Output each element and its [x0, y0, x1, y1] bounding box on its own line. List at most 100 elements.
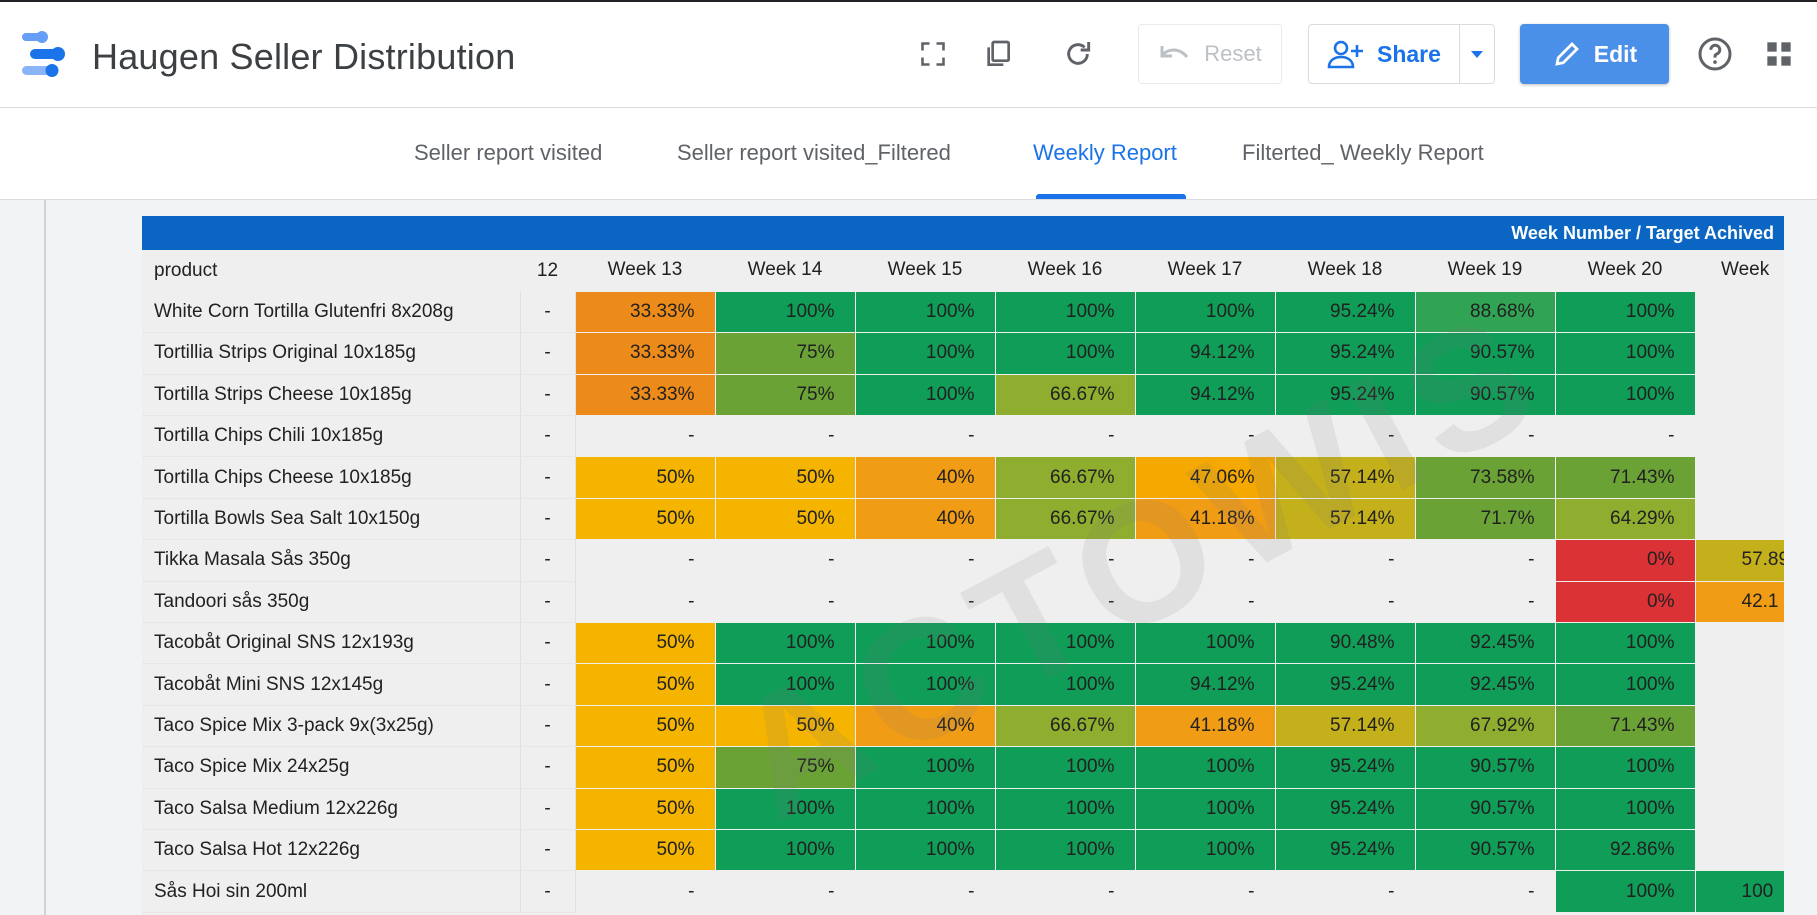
refresh-icon[interactable]	[1060, 36, 1096, 72]
table-row[interactable]: Tortillia Strips Original 10x185g -33.33%…	[142, 332, 1784, 375]
target-achieved-cell	[1694, 622, 1784, 665]
top-border	[0, 0, 1817, 2]
tab-filterted-weekly-report[interactable]: Filterted_ Weekly Report	[1242, 140, 1484, 165]
target-achieved-cell: -	[574, 415, 716, 458]
column-header-week[interactable]: Week 14	[747, 259, 823, 281]
table-row[interactable]: Tortilla Chips Cheese 10x185g -50% 50% 40% 6…	[142, 456, 1784, 499]
column-header-week[interactable]: 12	[536, 259, 559, 281]
target-achieved-cell	[1694, 415, 1784, 458]
product-name-cell: Tortilla Chips Chili 10x185g	[142, 415, 521, 458]
target-achieved-cell: 33.33%	[574, 290, 716, 334]
column-header-week[interactable]: Week	[1721, 259, 1770, 281]
week-12-cell: -	[520, 870, 576, 913]
table-row[interactable]: Tandoori sås 350g - - - - - - - -0% 42.1	[142, 580, 1784, 624]
target-achieved-cell: -	[574, 580, 716, 624]
table-row[interactable]: Tortilla Chips Chili 10x185g - - - - - - - - -	[142, 415, 1784, 458]
week-12-cell: -	[520, 539, 576, 582]
target-achieved-cell: 50%	[714, 497, 856, 541]
target-achieved-cell: -	[994, 539, 1136, 582]
week-12-cell: -	[520, 374, 576, 417]
column-header-week[interactable]: Week 13	[607, 259, 683, 281]
target-achieved-cell: 100%	[994, 663, 1136, 706]
target-achieved-cell: 95.24%	[1274, 787, 1416, 830]
target-achieved-cell: -	[1274, 870, 1416, 913]
edit-button[interactable]: Edit	[1520, 24, 1669, 84]
table-row[interactable]: Taco Spice Mix 3-pack 9x(3x25g) -50% 50% 40…	[142, 704, 1784, 748]
page-tabs: Seller report visited Seller report visi…	[0, 108, 1817, 200]
week-12-cell: -	[520, 705, 576, 748]
table-row[interactable]: Tortilla Bowls Sea Salt 10x150g -50% 50% 40…	[142, 497, 1784, 541]
week-12-cell: -	[520, 829, 576, 872]
target-achieved-cell: 90.57%	[1414, 332, 1556, 375]
target-achieved-cell: 100%	[854, 828, 996, 872]
table-row[interactable]: Tacobåt Original SNS 12x193g -50% 100% 100%…	[142, 622, 1784, 665]
product-name-cell: Taco Spice Mix 3-pack 9x(3x25g)	[142, 705, 521, 748]
column-header-week[interactable]: Week 17	[1167, 259, 1243, 281]
table-row[interactable]: Tikka Masala Sås 350g--------0%57.89	[142, 539, 1784, 582]
table-row[interactable]: Taco Salsa Hot 12x226g -50% 100% 100% 100% 10…	[142, 828, 1784, 872]
target-achieved-cell: 71.7%	[1414, 497, 1556, 541]
target-achieved-cell	[1694, 746, 1784, 789]
target-achieved-cell: 92.45%	[1414, 622, 1556, 665]
target-achieved-cell: 95.24%	[1274, 332, 1416, 375]
week-12-cell: -	[520, 415, 576, 458]
target-achieved-cell: 90.57%	[1414, 373, 1556, 417]
target-achieved-cell: 100%	[1554, 787, 1696, 830]
column-header-week[interactable]: Week 18	[1307, 259, 1383, 281]
target-achieved-cell: -	[1134, 580, 1276, 624]
table-row[interactable]: Tacobåt Mini SNS 12x145g -50% 100% 100% 100%…	[142, 663, 1784, 706]
target-achieved-cell: -	[1274, 539, 1416, 582]
table-row[interactable]: Taco Spice Mix 24x25g -50% 75% 100% 100% 100%…	[142, 746, 1784, 789]
target-achieved-cell: 40%	[854, 456, 996, 499]
help-icon[interactable]	[1697, 36, 1733, 72]
target-achieved-cell: -	[854, 415, 996, 458]
target-achieved-cell: 100%	[714, 622, 856, 665]
tab-seller-report-visited-filtered[interactable]: Seller report visited_Filtered	[677, 140, 951, 165]
share-dropdown-button[interactable]	[1459, 25, 1494, 83]
target-achieved-cell: 67.92%	[1414, 704, 1556, 748]
target-achieved-cell: 100%	[994, 622, 1136, 665]
share-label: Share	[1377, 40, 1441, 67]
product-name-cell: Taco Spice Mix 24x25g	[142, 746, 521, 789]
share-button[interactable]: Share	[1309, 25, 1459, 83]
product-name-cell: Tortilla Strips Cheese 10x185g	[142, 374, 521, 417]
target-achieved-cell	[1694, 828, 1784, 872]
target-achieved-cell: 41.18%	[1134, 497, 1276, 541]
target-achieved-cell: -	[1134, 539, 1276, 582]
target-achieved-cell: 100%	[994, 746, 1136, 789]
column-header-week[interactable]: Week 19	[1447, 259, 1523, 281]
target-achieved-cell: 57.14%	[1274, 704, 1416, 748]
column-header-product[interactable]: product	[154, 259, 218, 281]
target-achieved-cell: 75%	[714, 373, 856, 417]
target-achieved-cell: 33.33%	[574, 373, 716, 417]
table-row[interactable]: White Corn Tortilla Glutenfri 8x208g -33.…	[142, 290, 1784, 334]
tab-seller-report-visited[interactable]: Seller report visited	[414, 140, 603, 165]
table-row[interactable]: Tortilla Strips Cheese 10x185g -33.33% 75%…	[142, 373, 1784, 417]
apps-grid-icon[interactable]	[1761, 36, 1797, 72]
column-header-week[interactable]: Week 16	[1027, 259, 1103, 281]
fullscreen-icon[interactable]	[915, 36, 951, 72]
copy-icon[interactable]	[980, 36, 1016, 72]
table-row[interactable]: Sås Hoi sin 200ml - - - - - - - -100% 100	[142, 870, 1784, 913]
column-header-week[interactable]: Week 15	[887, 259, 963, 281]
target-achieved-cell	[1694, 290, 1784, 334]
week-12-cell: -	[520, 746, 576, 789]
add-person-icon	[1327, 40, 1363, 69]
table-row[interactable]: Taco Salsa Medium 12x226g -50% 100% 100% 100…	[142, 787, 1784, 830]
column-header-row: product 12 Week 13 Week 14 Week 15 Week 16 Wee…	[142, 250, 1784, 291]
target-achieved-cell	[1694, 373, 1784, 417]
target-achieved-cell: 57.89	[1694, 539, 1784, 582]
target-achieved-cell: -	[854, 539, 996, 582]
target-achieved-cell: 92.45%	[1414, 663, 1556, 706]
pencil-icon	[1555, 42, 1579, 66]
report-canvas: Week Number / Target Achived product 12 We…	[0, 200, 1817, 915]
week-12-cell: -	[520, 332, 576, 375]
column-header-week[interactable]: Week 20	[1587, 259, 1663, 281]
target-achieved-cell: 100%	[1134, 290, 1276, 334]
tab-weekly-report[interactable]: Weekly Report	[1033, 140, 1177, 165]
week-12-cell: -	[520, 581, 576, 624]
canvas-left-guide	[44, 200, 46, 915]
target-achieved-cell	[1694, 497, 1784, 541]
target-achieved-cell: 100%	[994, 787, 1136, 830]
reset-button[interactable]: Reset	[1138, 24, 1282, 84]
